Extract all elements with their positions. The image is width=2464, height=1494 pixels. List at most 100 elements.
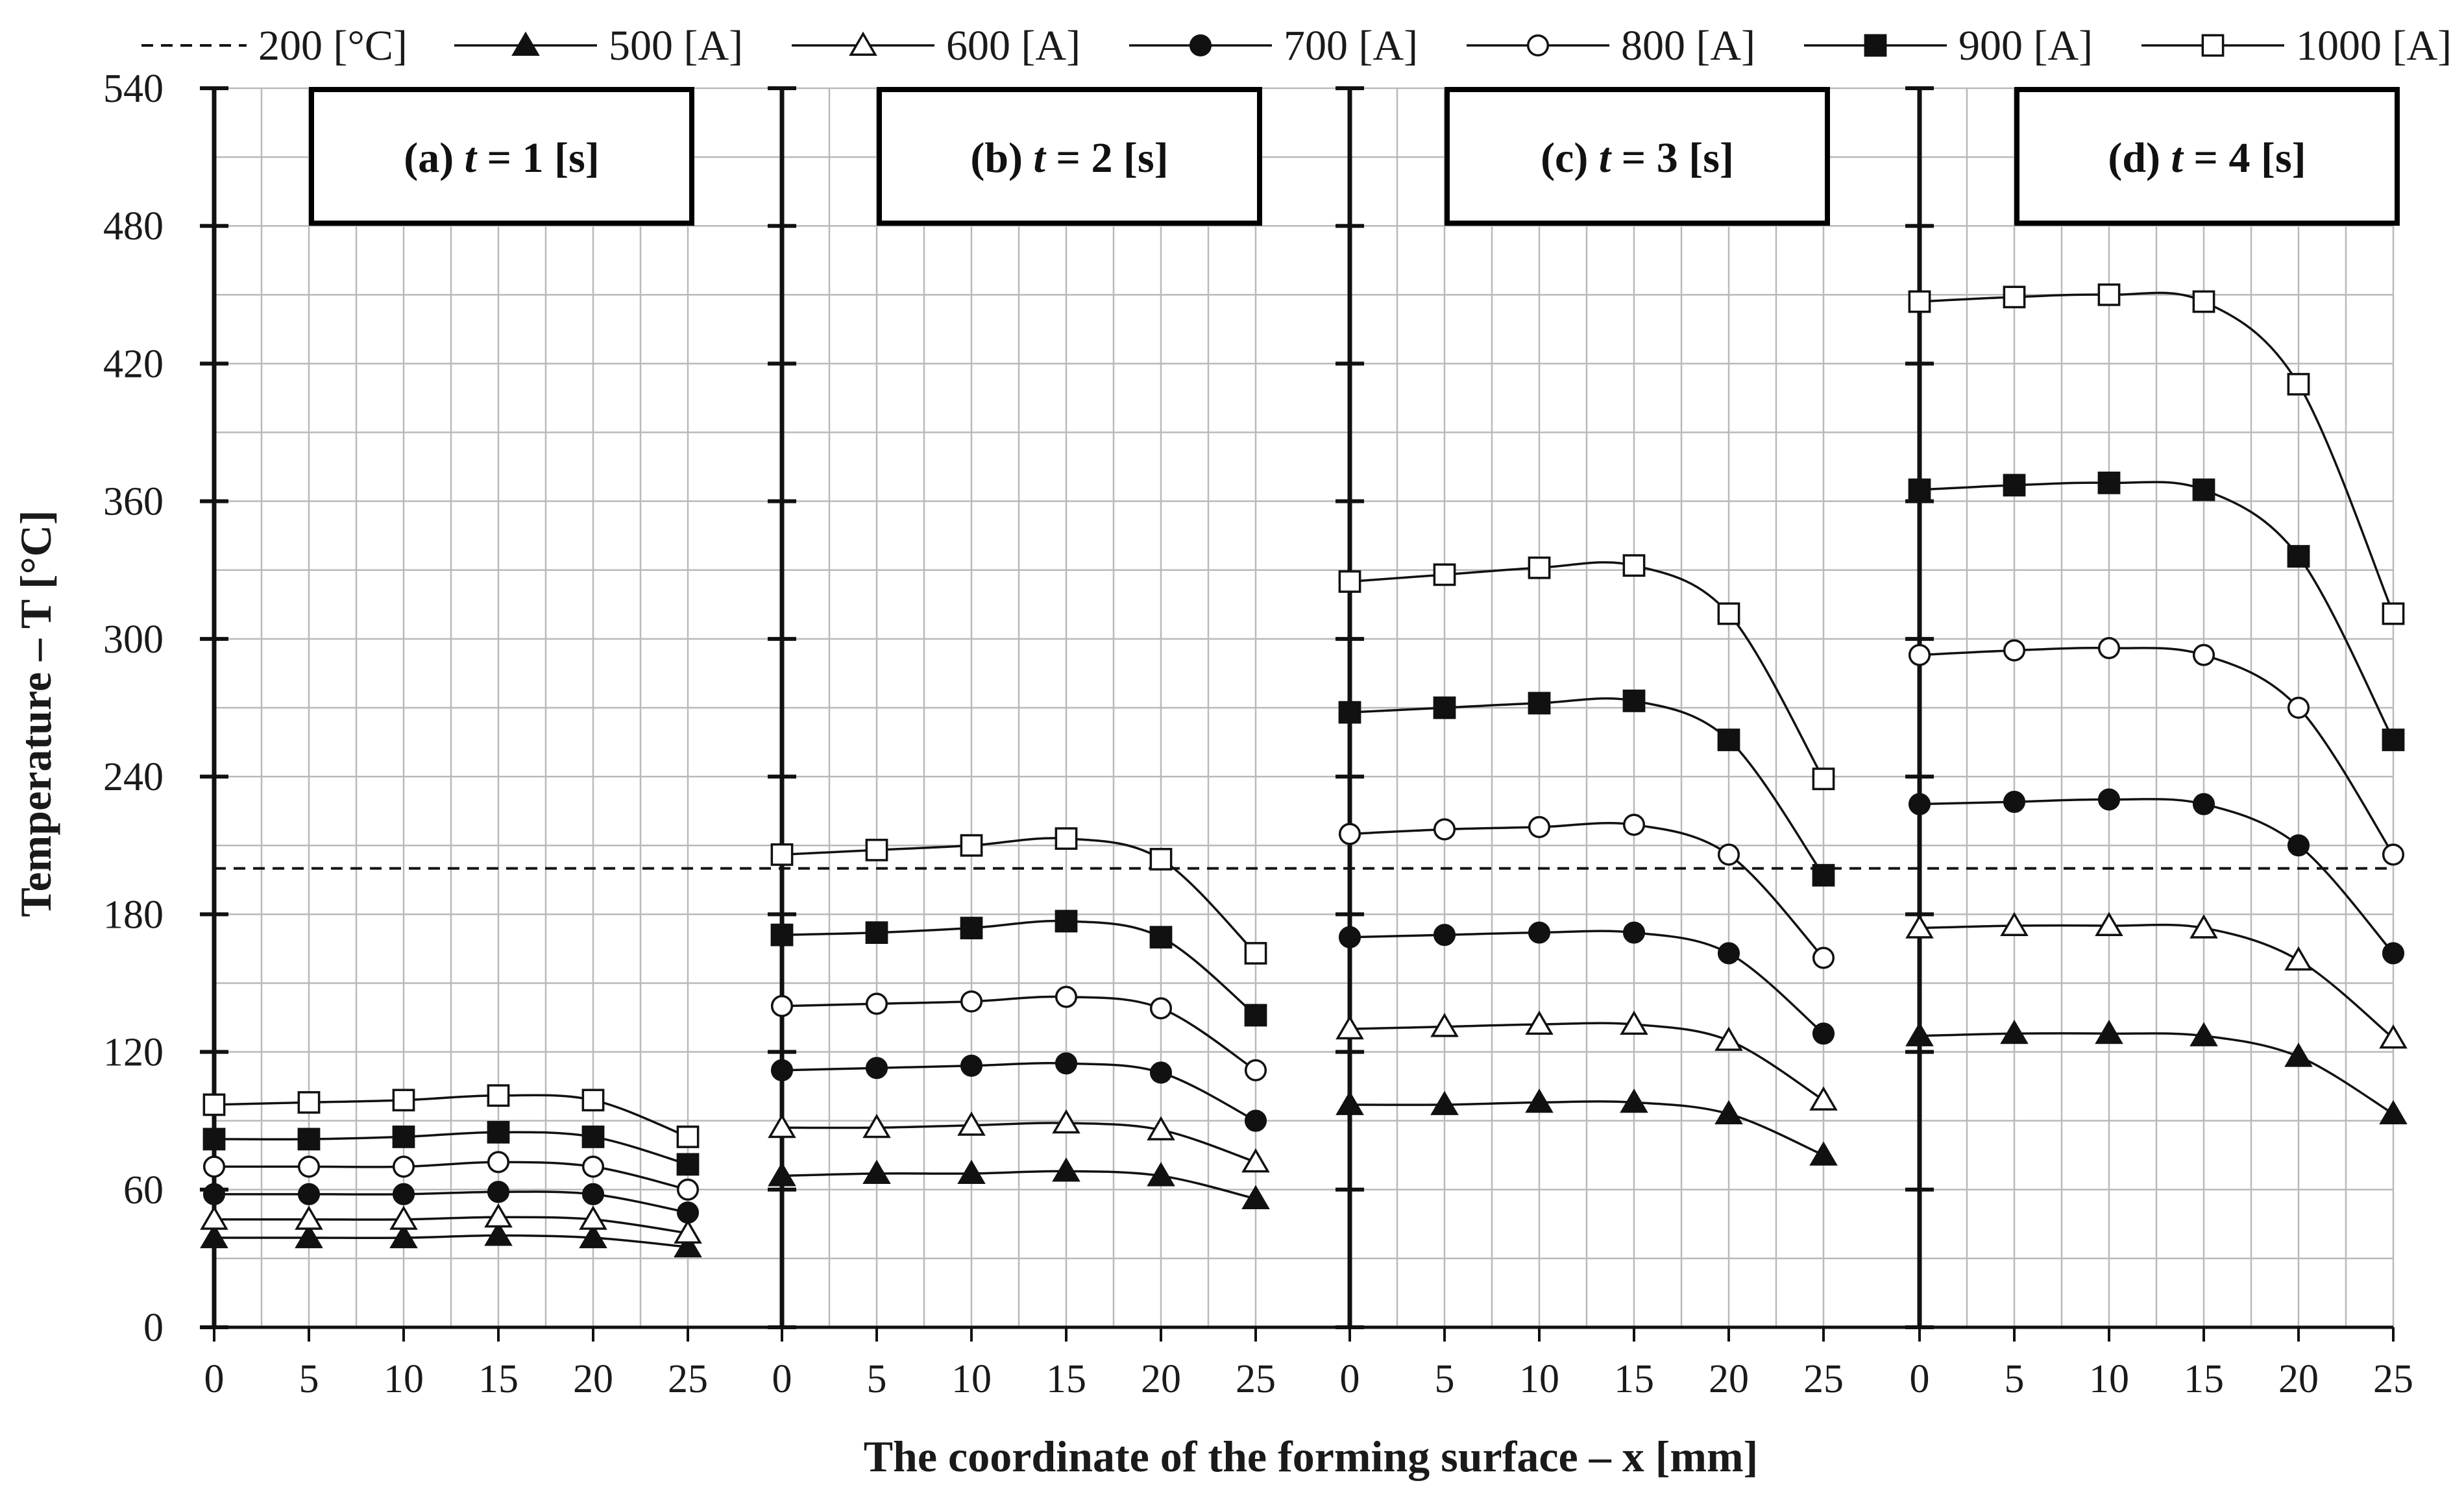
data-point bbox=[674, 1219, 702, 1244]
data-point bbox=[484, 1203, 513, 1228]
data-point bbox=[581, 1155, 605, 1178]
x-tick-label: 20 bbox=[573, 1357, 613, 1401]
legend-item-600A: 600 [A] bbox=[792, 22, 1080, 69]
data-point bbox=[2379, 1024, 2408, 1049]
data-point bbox=[297, 1127, 321, 1151]
data-point bbox=[676, 1178, 700, 1201]
data-point bbox=[511, 31, 540, 56]
x-tick-label: 20 bbox=[2278, 1357, 2319, 1401]
legend-item-500A: 500 [A] bbox=[454, 22, 743, 69]
data-point bbox=[1244, 1004, 1267, 1027]
data-point bbox=[200, 1223, 228, 1249]
data-point bbox=[2287, 372, 2310, 396]
data-point bbox=[1528, 556, 1551, 579]
x-tick-label: 0 bbox=[1910, 1357, 1930, 1401]
data-point bbox=[579, 1205, 607, 1230]
x-tick-label: 0 bbox=[772, 1357, 792, 1401]
x-tick-label: 5 bbox=[299, 1357, 319, 1401]
data-point bbox=[392, 1126, 415, 1148]
panel-3-series-700A bbox=[1338, 921, 1835, 1045]
data-point bbox=[849, 31, 877, 56]
data-point bbox=[1244, 942, 1267, 965]
data-point bbox=[2201, 34, 2225, 57]
series-line bbox=[213, 1131, 689, 1166]
panel-label-suffix: = 3 [s] bbox=[1611, 134, 1734, 182]
x-tick-label: 10 bbox=[2089, 1357, 2129, 1401]
panel-label-box bbox=[877, 87, 1262, 226]
x-tick-label: 15 bbox=[478, 1357, 518, 1401]
data-point bbox=[1809, 1086, 1838, 1111]
data-point bbox=[960, 917, 983, 939]
series-line bbox=[781, 1170, 1256, 1200]
data-point bbox=[862, 1159, 891, 1185]
data-point bbox=[202, 1183, 226, 1205]
panel-label-suffix: = 2 [s] bbox=[1045, 134, 1169, 182]
data-point bbox=[960, 1054, 983, 1077]
data-point bbox=[2382, 602, 2405, 625]
panel-2-series-1000A bbox=[770, 827, 1267, 965]
data-point bbox=[2192, 290, 2215, 313]
data-point bbox=[1812, 863, 1835, 887]
data-point bbox=[1622, 689, 1646, 712]
x-tick-label: 25 bbox=[668, 1357, 708, 1401]
data-point bbox=[202, 1093, 226, 1116]
data-point bbox=[1622, 813, 1646, 836]
x-tick-label: 25 bbox=[1803, 1357, 1844, 1401]
series-line bbox=[781, 1062, 1256, 1122]
series-line bbox=[213, 1161, 689, 1191]
data-point bbox=[1149, 997, 1173, 1020]
panel-label-suffix: = 4 [s] bbox=[2183, 134, 2306, 182]
panel-label-layer: (a) t = 1 [s] (b) t = 2 [s] (c) t = 3 [s](… bbox=[309, 87, 2400, 226]
data-point bbox=[1812, 767, 1835, 791]
data-point bbox=[487, 1181, 510, 1203]
data-point bbox=[1055, 827, 1078, 850]
y-tick-label: 0 bbox=[143, 1306, 164, 1350]
data-point bbox=[1908, 644, 1931, 666]
data-point bbox=[1908, 478, 1931, 501]
data-point bbox=[1622, 921, 1646, 944]
panel-label-2: (b) t = 2 [s] bbox=[877, 87, 1262, 226]
data-point bbox=[1338, 570, 1361, 593]
data-point bbox=[865, 1057, 888, 1079]
data-point bbox=[1525, 1010, 1554, 1035]
data-point bbox=[2382, 729, 2405, 751]
panel-label-text: (d) t = 4 [s] bbox=[2108, 134, 2306, 182]
data-point bbox=[1809, 1141, 1838, 1166]
legend-item-700A: 700 [A] bbox=[1129, 22, 1418, 69]
y-tick-label: 420 bbox=[103, 342, 164, 386]
data-point bbox=[389, 1223, 418, 1249]
data-point bbox=[297, 1155, 321, 1178]
data-point bbox=[2003, 474, 2026, 497]
data-point bbox=[957, 1111, 986, 1136]
x-tick-label: 15 bbox=[1614, 1357, 1654, 1401]
data-point bbox=[389, 1205, 418, 1230]
data-point bbox=[2379, 1100, 2408, 1125]
data-point bbox=[1717, 602, 1740, 625]
axes-layer bbox=[200, 86, 2395, 1342]
data-point bbox=[1244, 1109, 1267, 1132]
legend-item-200C: 200 [°C] bbox=[141, 22, 408, 69]
data-point bbox=[1905, 914, 1934, 939]
series-line bbox=[1919, 923, 2395, 1039]
data-point bbox=[2190, 1022, 2218, 1046]
panel-4-series-800A bbox=[1908, 636, 2405, 866]
data-point bbox=[1717, 942, 1740, 965]
legend-label: 800 [A] bbox=[1621, 22, 1755, 69]
panel-3-series-600A bbox=[1336, 1010, 1838, 1111]
data-point bbox=[676, 1126, 700, 1148]
data-point bbox=[1149, 848, 1173, 871]
series-line bbox=[214, 1216, 689, 1235]
data-point bbox=[770, 994, 794, 1017]
data-point bbox=[1244, 1059, 1267, 1081]
data-point bbox=[392, 1183, 415, 1205]
data-point bbox=[1620, 1089, 1648, 1113]
panel-label-3: (c) t = 3 [s] bbox=[1445, 87, 1830, 226]
data-point bbox=[1620, 1010, 1648, 1035]
panel-2-series-900A bbox=[770, 910, 1267, 1027]
series-line bbox=[1349, 1022, 1824, 1102]
x-tick-label: 5 bbox=[1435, 1357, 1455, 1401]
y-tick-label: 180 bbox=[103, 893, 164, 937]
y-tick-label: 540 bbox=[103, 67, 164, 111]
x-tick-label: 25 bbox=[2373, 1357, 2413, 1401]
